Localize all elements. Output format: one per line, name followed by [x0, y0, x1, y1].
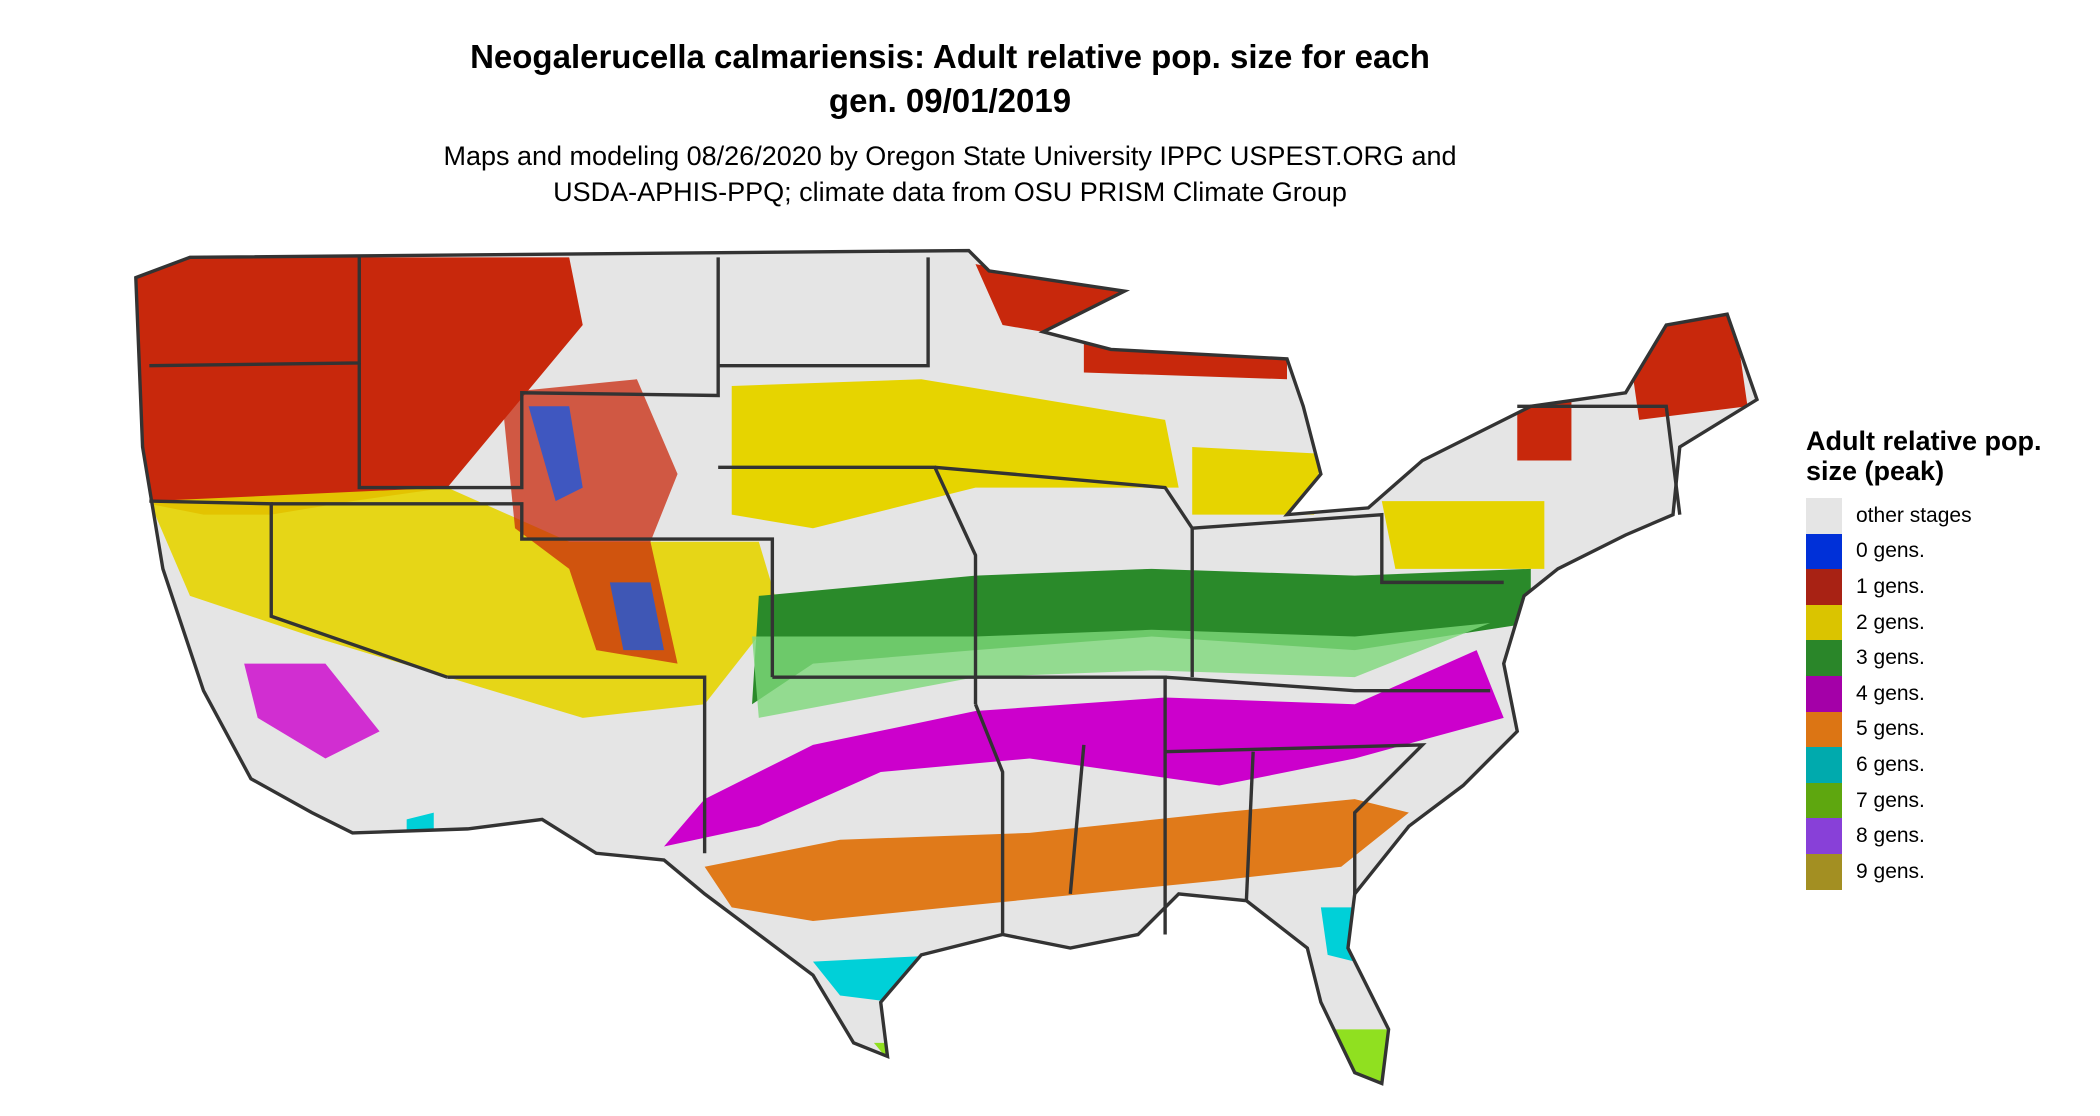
legend-item: other stages — [1806, 498, 2066, 534]
legend-item: 6 gens. — [1806, 747, 2066, 783]
region-2-gen-plains — [731, 379, 1545, 569]
state-borders — [134, 248, 1759, 1086]
legend-label: 9 gens. — [1856, 859, 1925, 883]
legend-swatch — [1806, 818, 1842, 854]
legend-item: 4 gens. — [1806, 675, 2066, 712]
legend-item: 0 gens. — [1806, 533, 2066, 570]
region-1-gen-north — [975, 264, 1748, 461]
region-7-gen-florida — [873, 1029, 1389, 1084]
legend-label: 5 gens. — [1856, 717, 1925, 741]
legend-label: 0 gens. — [1856, 539, 1925, 563]
map-title-line1: Neogalerucella calmariensis: Adult relat… — [470, 38, 1430, 75]
region-1-gen-northwest — [135, 257, 583, 515]
legend-label: 2 gens. — [1856, 610, 1925, 634]
legend-label: 6 gens. — [1856, 752, 1925, 776]
region-5-gen-band — [704, 799, 1409, 921]
legend-swatch — [1806, 569, 1842, 605]
legend-swatch — [1806, 782, 1842, 819]
region-3-gen-band-light — [752, 623, 1491, 718]
legend-label: 3 gens. — [1856, 646, 1925, 670]
legend-swatch — [1806, 711, 1842, 748]
legend-label: 8 gens. — [1856, 824, 1925, 848]
legend-item: 5 gens. — [1806, 711, 2066, 748]
legend-swatch — [1806, 675, 1842, 712]
legend-item: 1 gens. — [1806, 569, 2066, 605]
legend-swatch — [1806, 498, 1842, 534]
legend-label: other stages — [1856, 503, 1972, 527]
legend-swatch — [1806, 747, 1842, 783]
legend-title: Adult relative pop. size (peak) — [1806, 426, 2042, 486]
map-subtitle-line2: USDA-APHIS-PPQ; climate data from OSU PR… — [553, 177, 1347, 207]
region-4-gen-southwest — [244, 663, 380, 759]
region-0-gen-mountains — [528, 406, 665, 651]
map-title-line2: gen. 09/01/2019 — [828, 82, 1072, 119]
legend-swatch — [1806, 533, 1842, 570]
map-subtitle-line1: Maps and modeling 08/26/2020 by Oregon S… — [443, 141, 1457, 171]
map-legend: Adult relative pop. size (peak) other st… — [1806, 426, 2066, 890]
legend-swatch — [1806, 853, 1842, 890]
legend-item: 3 gens. — [1806, 640, 2066, 676]
region-6-gen-gulf — [406, 812, 1355, 1003]
legend-label: 4 gens. — [1856, 681, 1925, 705]
legend-label: 1 gens. — [1856, 574, 1925, 598]
legend-label: 7 gens. — [1856, 788, 1925, 812]
legend-items: other stages 0 gens. 1 gens. 2 gens. 3 gens.… — [1806, 498, 2066, 890]
legend-item: 8 gens. — [1806, 818, 2066, 854]
legend-swatch — [1806, 640, 1842, 676]
legend-swatch — [1806, 604, 1842, 641]
legend-item: 9 gens. — [1806, 853, 2066, 890]
legend-item: 7 gens. — [1806, 782, 2066, 819]
legend-item: 2 gens. — [1806, 604, 2066, 641]
